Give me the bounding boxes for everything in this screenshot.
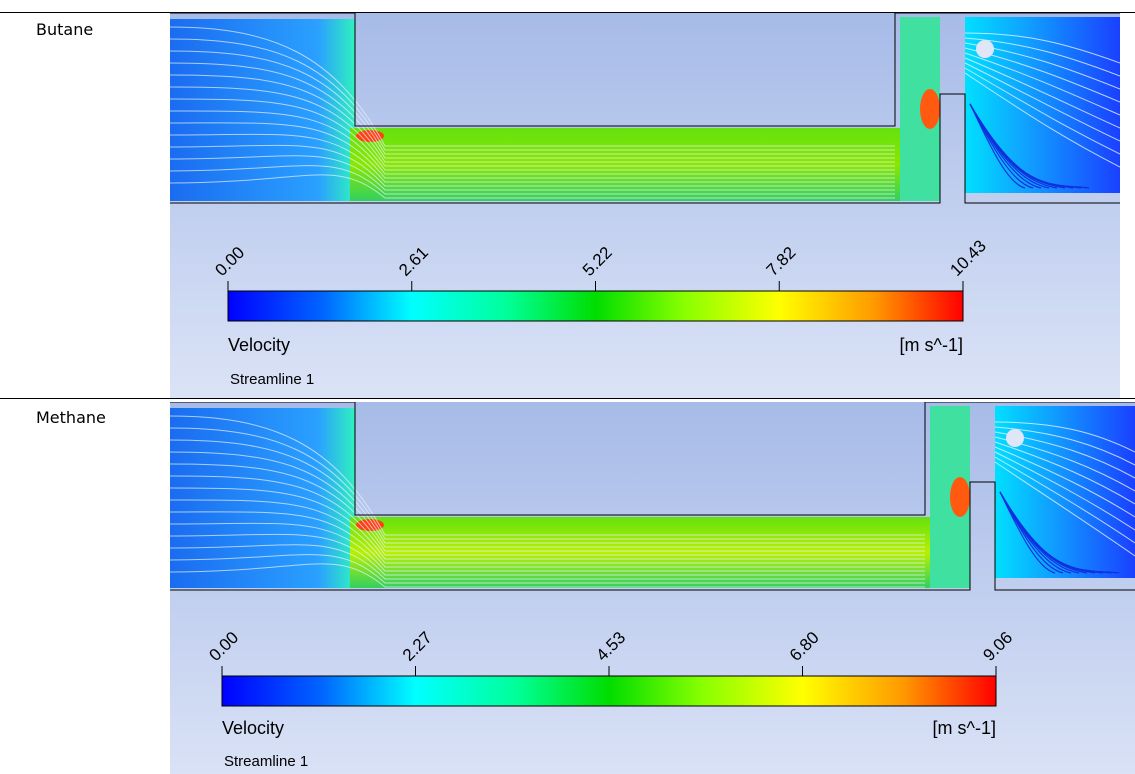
unit-label: [m s^-1] [933, 718, 996, 738]
colorbar [222, 676, 996, 706]
row-label: Methane [36, 408, 106, 427]
table-rule [0, 398, 1135, 399]
quantity-label: Velocity [222, 718, 284, 738]
inlet-flow [170, 408, 355, 588]
caption: Streamline 1 [224, 753, 308, 770]
page: Butane Methane 0.002.615.227.8210.43Velo… [0, 0, 1135, 774]
hot-spot [950, 477, 970, 517]
unit-label: [m s^-1] [900, 335, 963, 355]
colorbar [228, 291, 963, 321]
recirculation [1006, 429, 1024, 447]
row-label: Butane [36, 20, 93, 39]
hot-spot [920, 89, 940, 129]
quantity-label: Velocity [228, 335, 290, 355]
caption: Streamline 1 [230, 371, 314, 388]
channel-flow [350, 517, 930, 588]
recirculation [976, 40, 994, 58]
